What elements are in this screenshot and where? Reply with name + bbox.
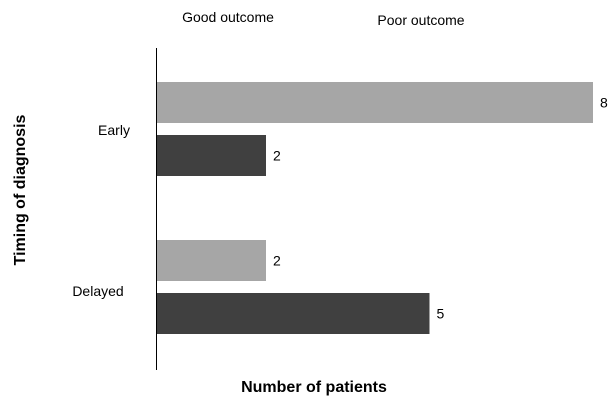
category-labels-group: Early Delayed	[72, 122, 130, 299]
legend-entry-good-outcome: Good outcome	[182, 9, 274, 25]
legend: Good outcome Poor outcome	[182, 9, 465, 28]
bar-early-good-outcome	[157, 82, 593, 123]
category-label-early: Early	[98, 122, 130, 138]
category-label-delayed: Delayed	[72, 283, 123, 299]
legend-entry-poor-outcome: Poor outcome	[377, 12, 464, 28]
bar-delayed-poor-outcome	[157, 293, 430, 334]
bar-delayed-good-outcome	[157, 240, 266, 281]
value-label-early-good-outcome: 8	[600, 95, 608, 111]
bars-group	[157, 82, 593, 334]
value-label-delayed-good-outcome: 2	[273, 253, 281, 269]
y-axis-title: Timing of diagnosis	[12, 114, 29, 265]
value-label-early-poor-outcome: 2	[273, 148, 281, 164]
bar-early-poor-outcome	[157, 135, 266, 176]
x-axis-title: Number of patients	[241, 379, 387, 396]
value-label-delayed-poor-outcome: 5	[437, 306, 445, 322]
value-labels-group: 8 2 2 5	[273, 95, 608, 322]
